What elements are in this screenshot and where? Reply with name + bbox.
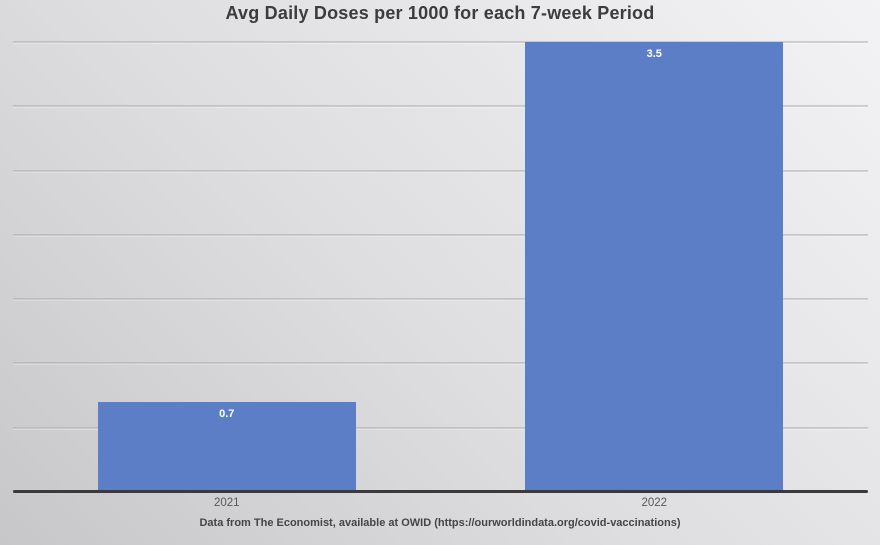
bar-slot-2021: 0.7 — [13, 42, 441, 492]
chart-title: Avg Daily Doses per 1000 for each 7-week… — [225, 3, 655, 23]
bar-slot-2022: 3.5 — [441, 42, 869, 492]
bar-value-label-2022: 3.5 — [646, 48, 662, 60]
bar-2022: 3.5 — [525, 42, 784, 492]
bar-2021: 0.7 — [97, 402, 356, 492]
gridline — [13, 362, 868, 364]
gridline — [13, 234, 868, 236]
x-tick-2021: 2021 — [213, 497, 240, 509]
gridline — [13, 41, 868, 43]
bars-row: 0.7 3.5 — [13, 42, 868, 492]
gridline — [13, 170, 868, 172]
plot-area: 0.7 3.5 — [13, 41, 868, 493]
source-caption: Data from The Economist, available at OW… — [199, 517, 681, 529]
x-axis-line — [13, 490, 868, 493]
gridline — [13, 298, 868, 300]
gridline — [13, 105, 868, 107]
bar-value-label-2021: 0.7 — [219, 408, 235, 420]
gridline — [13, 427, 868, 429]
x-tick-2022: 2022 — [641, 497, 668, 509]
x-axis-labels: 2021 2022 — [13, 497, 868, 509]
